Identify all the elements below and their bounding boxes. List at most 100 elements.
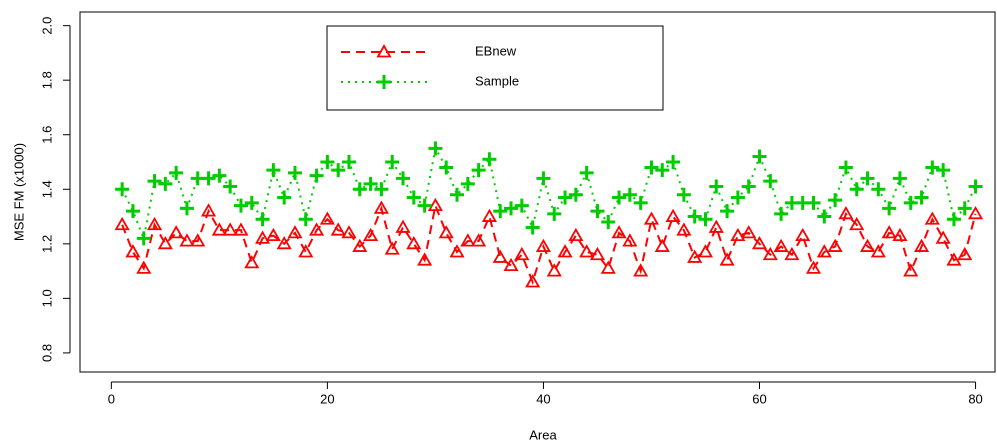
series-line [121,145,977,242]
plus-marker [377,75,391,89]
plus-marker [179,201,194,216]
x-tick-label: 80 [968,391,982,406]
x-tick-label: 40 [536,391,550,406]
plus-marker [741,179,756,194]
plus-marker [849,182,864,197]
plus-marker [720,204,735,219]
plus-marker [287,165,302,180]
legend-label: Sample [475,73,519,88]
plus-marker [914,190,929,205]
plus-marker [244,195,259,210]
triangle-marker [352,238,368,252]
plus-marker [644,160,659,175]
triangle-marker [665,208,681,222]
triangle-marker [460,233,476,247]
triangle-marker [633,263,649,277]
x-tick-label: 0 [108,391,115,406]
triangle-marker [719,252,735,266]
triangle-marker [492,249,508,263]
triangle-marker [395,219,411,233]
plus-marker [612,190,627,205]
triangle-marker [168,225,184,239]
plus-marker [277,190,292,205]
triangle-marker [557,244,573,258]
triangle-marker [643,211,660,225]
triangle-marker [708,219,724,233]
triangle-marker [730,227,746,242]
plus-marker [882,201,897,216]
legend-box [326,25,664,111]
x-axis-label: Area [529,427,557,442]
plus-marker [266,163,281,178]
triangle-marker [881,225,897,239]
triangle-marker [373,200,389,214]
triangle-marker [805,260,822,274]
triangle-marker [179,233,195,247]
plus-marker [525,220,540,235]
triangle-marker [427,197,443,212]
plus-marker [622,187,637,202]
plus-marker [169,165,184,180]
triangle-marker [265,227,281,242]
plus-marker [730,190,745,205]
y-tick-label: 1.8 [39,71,54,89]
plus-marker [838,160,853,175]
plus-marker [892,171,907,186]
plus-marker [590,204,605,219]
plus-marker [504,201,519,216]
triangle-marker [654,238,670,252]
y-tick-label: 1.2 [39,235,54,253]
triangle-marker [146,216,163,231]
triangle-marker [546,263,562,277]
triangle-marker [406,236,422,250]
plus-marker [601,215,616,229]
plus-marker [698,212,713,227]
triangle-marker [741,225,757,239]
triangle-marker [157,236,173,250]
triangle-marker [287,225,303,239]
triangle-marker [751,236,768,250]
triangle-marker [924,211,940,225]
triangle-marker [935,230,951,244]
y-tick-label: 1.0 [39,289,54,307]
plus-marker [450,187,465,202]
triangle-marker [892,227,908,242]
plus-marker [460,176,475,191]
plus-marker [482,152,497,167]
triangle-marker [568,227,584,242]
plus-marker [255,212,270,227]
plus-marker [385,155,400,169]
plus-marker [341,155,356,169]
triangle-marker [611,225,627,239]
plus-marker [752,149,767,164]
plus-marker [828,193,843,208]
triangle-marker [190,233,206,247]
plus-marker [633,195,648,210]
triangle-marker [849,216,865,231]
triangle-marker [784,246,800,261]
triangle-marker [384,241,400,255]
plus-marker [493,204,508,219]
plus-marker [968,179,983,194]
triangle-marker [968,206,984,220]
plus-marker [406,190,421,205]
triangle-marker [330,222,346,236]
triangle-marker [309,222,325,236]
plus-marker [687,209,702,224]
plus-marker [655,163,670,178]
triangle-marker [201,203,217,217]
plus-marker [860,171,875,186]
plus-marker [158,176,173,191]
triangle-marker [946,252,962,266]
plus-marker [471,163,486,178]
plus-marker [676,187,691,202]
plus-marker [298,212,313,227]
y-axis-label: MSE FM (x1000) [11,143,26,241]
plus-marker [514,198,529,213]
plus-marker [774,206,789,221]
plus-marker [363,176,378,191]
plus-marker [428,141,443,156]
plus-marker [558,190,573,205]
triangle-marker [363,227,379,242]
triangle-marker [417,252,433,266]
